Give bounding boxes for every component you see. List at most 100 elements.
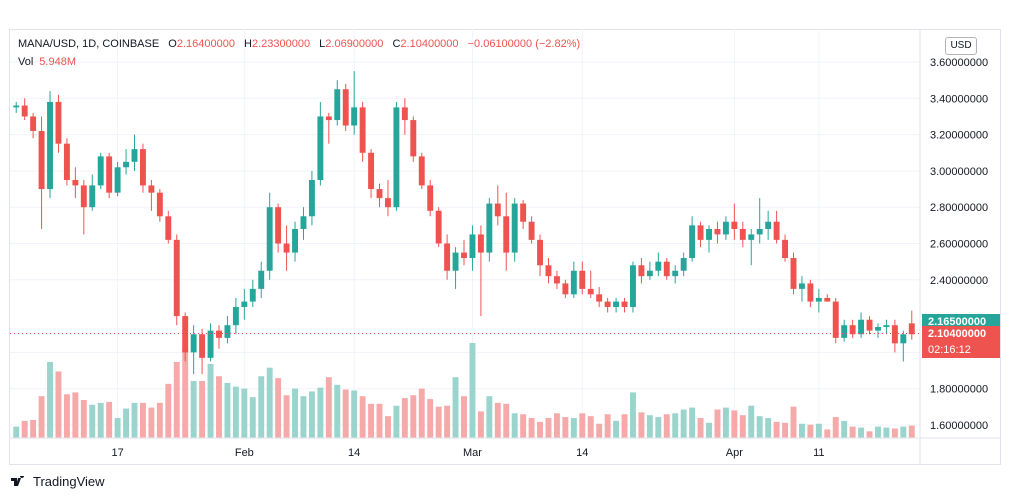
candle-body [697,225,704,240]
candle-body [756,228,763,235]
candle-body [317,116,324,180]
low-label: L [319,38,326,50]
candle-body [562,283,569,295]
y-tick-label: 1.80000000 [930,384,988,396]
volume-bar [393,405,400,438]
volume-bar [106,401,113,438]
volume-bar [359,396,366,438]
candle-body [663,261,670,277]
symbol-label[interactable]: MANA/USD, 1D, COINBASE [18,38,160,50]
close-value: 2.10400000 [400,38,459,50]
candle-body [283,243,290,253]
volume-bar [866,431,873,438]
x-tick-label: Feb [235,447,254,459]
volume-bar [249,397,256,438]
volume-bar [520,414,527,438]
volume-bar [131,402,138,438]
volume-bar [908,425,915,438]
volume-bar [275,378,282,438]
candle-body [646,270,653,277]
candle-body [621,301,628,308]
candle-body [444,243,451,271]
volume-bar [672,413,679,438]
volume-bar [190,381,197,438]
candle-body [680,258,687,271]
candle-body [452,252,459,271]
volume-bar [782,422,789,438]
candle-body [224,325,231,338]
candle-body [216,330,222,338]
volume-header: Vol 5.948M [18,56,76,68]
volume-bar [815,423,822,438]
volume-bar [697,418,704,438]
volume-bar [477,411,484,438]
volume-layer [13,343,915,438]
volume-bar [511,413,518,438]
tradingview-brand[interactable]: TradingView [11,474,105,489]
volume-bar [80,400,87,438]
candle-body [30,116,37,131]
candle-layer [13,71,915,375]
grid [10,29,920,438]
volume-bar [283,395,290,438]
volume-bar [148,407,155,438]
candle-body [798,283,805,289]
volume-bar [55,371,62,438]
volume-label[interactable]: Vol [18,56,34,68]
volume-bar [663,414,670,438]
candle-body [790,258,797,289]
volume-bar [756,416,763,438]
candle-body [351,107,358,126]
volume-bar [824,429,831,438]
candle-body [401,107,408,121]
volume-bar [604,414,611,438]
candle-body [553,276,560,284]
y-axis-ticks: 3.60000000 3.40000000 3.20000000 3.00000000… [930,57,988,432]
volume-bar [638,412,645,438]
volume-bar [30,419,37,438]
candle-body [148,185,155,193]
candle-body [613,301,620,308]
volume-bar [325,377,332,438]
volume-bar [714,409,721,438]
candle-body [807,283,814,302]
y-tick-label: 2.80000000 [930,202,988,214]
volume-bar [241,388,248,438]
volume-bar [849,426,856,438]
countdown-badge: 02:16:12 [922,341,1000,358]
volume-bar [376,403,383,438]
volume-bar [173,362,180,438]
volume-bar [258,376,265,438]
volume-bar [858,427,865,438]
volume-bar [832,417,839,438]
currency-button[interactable]: USD [945,37,977,55]
candle-body [55,101,62,144]
volume-bar [680,409,687,438]
volume-bar [63,394,70,438]
candle-body [782,239,789,259]
volume-bar [689,407,696,438]
close-label: C [392,38,401,50]
volume-bar [875,426,881,438]
candle-body [638,265,645,277]
candle-body [511,203,518,253]
chart-frame[interactable] [9,29,1001,465]
volume-bar [545,418,552,438]
open-value: 2.16400000 [176,38,235,50]
volume-bar [537,421,543,438]
candle-body [182,316,189,353]
volume-bar [570,418,577,438]
volume-bar [123,408,130,438]
volume-bar [401,398,408,438]
candle-body [131,149,138,162]
candle-body [334,89,341,121]
candle-body [883,325,890,327]
candle-body [232,307,239,326]
candle-body [165,216,172,240]
candle-body [731,221,738,229]
candle-body [570,270,577,295]
candle-body [773,221,780,240]
volume-bar [156,402,163,438]
volume-bar [461,396,467,438]
